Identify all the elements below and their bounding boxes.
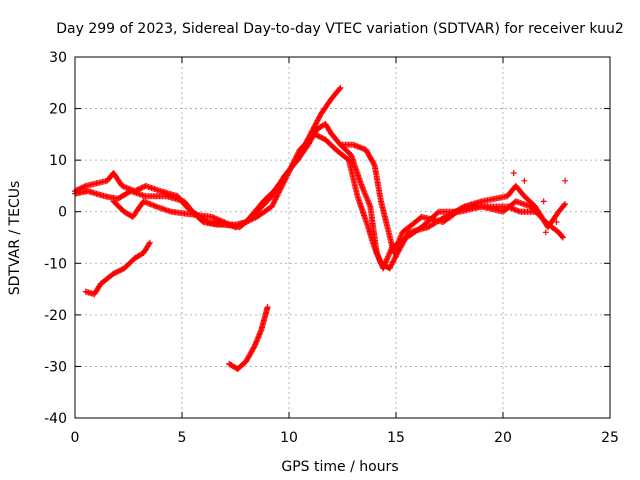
data-point xyxy=(146,239,153,246)
x-tick-label: 5 xyxy=(178,430,187,446)
chart-title: Day 299 of 2023, Sidereal Day-to-day VTE… xyxy=(56,21,624,37)
data-points xyxy=(72,84,569,372)
data-point xyxy=(336,86,343,93)
data-point xyxy=(251,344,257,351)
y-tick-label: 10 xyxy=(49,153,67,169)
data-point xyxy=(264,304,271,311)
data-point xyxy=(138,184,145,191)
data-point xyxy=(561,202,568,209)
y-tick-label: -40 xyxy=(44,411,67,427)
data-point xyxy=(521,177,528,184)
data-point xyxy=(553,219,560,225)
data-point xyxy=(81,183,88,190)
x-tick-label: 20 xyxy=(494,430,512,446)
y-tick-label: 30 xyxy=(49,50,67,66)
data-point xyxy=(559,234,566,241)
data-point xyxy=(203,218,210,225)
data-point xyxy=(319,135,326,142)
data-point xyxy=(510,170,517,176)
series-track-f xyxy=(226,304,271,372)
x-axis-label: GPS time / hours xyxy=(281,459,398,475)
plot-frame xyxy=(74,56,611,419)
y-tick-label: -30 xyxy=(44,359,67,375)
x-tick-label: 15 xyxy=(387,430,405,446)
x-tick-label: 25 xyxy=(601,430,619,446)
y-axis-ticks: -40 -30 -20 -10 0 10 20 30 xyxy=(44,50,610,427)
y-tick-label: 0 xyxy=(58,205,67,221)
data-point xyxy=(117,267,124,274)
data-point xyxy=(542,229,549,236)
data-point xyxy=(562,177,569,184)
y-tick-label: -20 xyxy=(44,308,67,324)
grid xyxy=(75,57,610,418)
data-point xyxy=(562,201,569,207)
data-point xyxy=(370,161,377,167)
x-tick-label: 10 xyxy=(280,430,298,446)
data-point xyxy=(540,198,547,205)
y-axis-label: SDTVAR / TECUs xyxy=(7,181,23,296)
series-track-d xyxy=(339,141,569,256)
x-axis-ticks: 0 5 10 15 20 25 xyxy=(71,57,619,446)
y-tick-label: 20 xyxy=(49,102,67,118)
data-point xyxy=(337,84,344,91)
series-outliers xyxy=(510,170,569,236)
series-track-e xyxy=(82,239,153,298)
x-tick-label: 0 xyxy=(71,430,80,446)
data-point xyxy=(559,233,566,240)
y-tick-label: -10 xyxy=(44,256,67,272)
data-point xyxy=(146,240,153,247)
